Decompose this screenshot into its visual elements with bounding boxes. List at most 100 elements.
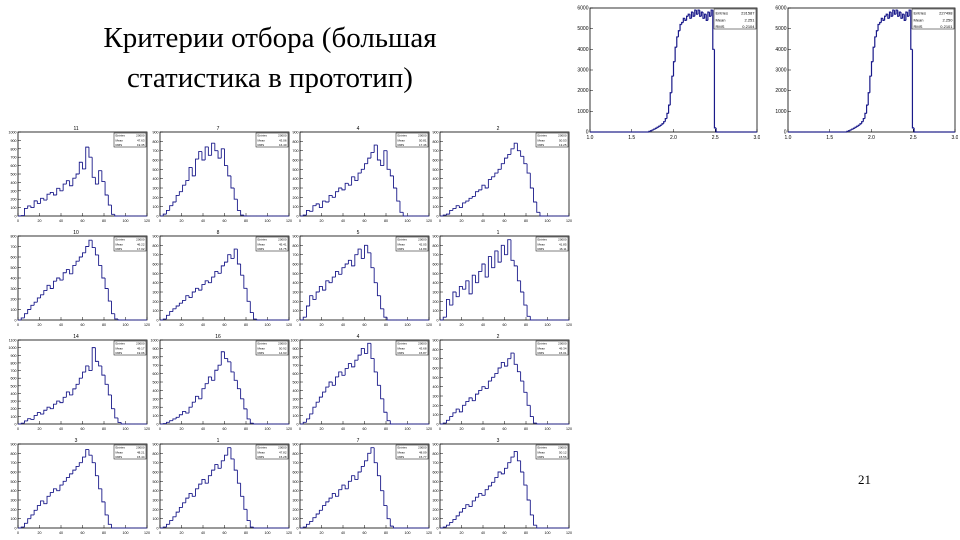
- histogram-bin: [507, 358, 511, 367]
- x-tick-label: 120: [144, 219, 150, 223]
- x-tick-label: 100: [123, 531, 129, 535]
- histogram-bin: [536, 202, 540, 213]
- histogram-bin: [175, 511, 180, 517]
- histogram-bin: [49, 492, 54, 497]
- histogram-bin: [455, 292, 460, 298]
- y-tick-label: 200: [153, 196, 159, 200]
- histogram-bin: [888, 11, 892, 19]
- histogram-bin: [227, 254, 231, 263]
- histogram-bin: [256, 319, 260, 321]
- stats-label: RMS: [258, 455, 265, 459]
- histogram-bin: [318, 285, 323, 292]
- histogram-bin: [175, 195, 180, 202]
- histogram-bin: [491, 481, 495, 486]
- stats-value: 20000: [418, 238, 427, 242]
- y-tick-label: 400: [433, 177, 439, 181]
- histogram-bin: [347, 480, 352, 489]
- y-tick-label: 100: [433, 205, 439, 209]
- x-tick-label: 100: [405, 427, 411, 431]
- y-tick-label: 2000: [775, 88, 786, 94]
- slide-title-line2: статистика в прототип): [127, 62, 413, 94]
- y-tick-label: 900: [433, 443, 439, 447]
- y-tick-label: 600: [293, 471, 299, 475]
- stats-box: [255, 340, 289, 356]
- histogram-bin: [195, 158, 199, 176]
- y-tick-label: 5000: [775, 26, 786, 32]
- histogram-bin: [185, 180, 190, 186]
- y-tick-label: 800: [153, 140, 159, 144]
- y-tick-label: 900: [153, 347, 159, 351]
- y-tick-label: 700: [11, 156, 17, 160]
- x-tick-label: 80: [384, 323, 388, 327]
- x-tick-label: 60: [81, 427, 85, 431]
- y-tick-label: 800: [433, 452, 439, 456]
- histogram-bin: [484, 386, 489, 389]
- y-tick-label: 400: [293, 389, 299, 393]
- histogram-bin: [185, 411, 190, 414]
- x-tick-label: 0: [439, 219, 441, 223]
- histogram-bin: [465, 280, 470, 290]
- histogram-bin: [367, 342, 371, 354]
- histogram-bin: [198, 151, 202, 160]
- histogram-bin: [20, 526, 25, 528]
- histogram-bin: [101, 488, 106, 503]
- y-tick-label: 500: [153, 168, 159, 172]
- histogram-bin: [107, 514, 112, 525]
- histogram-bin: [468, 397, 473, 402]
- histogram-bin: [59, 278, 64, 281]
- histogram-bin: [500, 163, 505, 170]
- x-tick-label: 60: [503, 427, 507, 431]
- plot-title: 3: [497, 438, 500, 444]
- y-tick-label: 300: [293, 499, 299, 503]
- x-tick-label: 60: [363, 531, 367, 535]
- stats-box: [113, 340, 147, 356]
- x-tick-label: 40: [481, 323, 485, 327]
- histogram-bin: [478, 389, 482, 395]
- y-tick-label: 0: [437, 319, 439, 323]
- histogram-bin: [478, 493, 482, 498]
- stats-label: RMS: [398, 351, 405, 355]
- histogram-bin: [341, 267, 346, 275]
- y-tick-label: 700: [153, 149, 159, 153]
- y-tick-label: 1000: [9, 346, 17, 350]
- histogram-bin: [468, 197, 473, 202]
- histogram-bin: [347, 259, 352, 264]
- histogram-bin: [185, 295, 190, 301]
- histogram-bin: [335, 376, 339, 386]
- histogram-bin: [318, 396, 323, 403]
- y-tick-label: 500: [153, 480, 159, 484]
- histogram-bin: [322, 505, 326, 511]
- histogram-bin: [471, 274, 476, 294]
- histogram-bin: [24, 522, 28, 528]
- histogram-bin: [539, 212, 544, 217]
- y-tick-label: 200: [11, 407, 17, 411]
- x-tick-label: 40: [341, 427, 345, 431]
- y-tick-label: 500: [11, 173, 17, 177]
- histogram-bin: [890, 12, 893, 17]
- stats-label: Entries: [258, 134, 268, 138]
- plot-title: 1: [217, 438, 220, 444]
- histogram-bin: [211, 376, 215, 381]
- y-tick-label: 400: [153, 177, 159, 181]
- histogram-bin: [533, 188, 537, 203]
- histogram-bin: [851, 128, 854, 130]
- stats-box: [113, 236, 147, 252]
- histogram-bin: [78, 377, 83, 385]
- y-tick-label: 200: [433, 508, 439, 512]
- x-tick-label: 100: [545, 323, 551, 327]
- histogram-bin: [175, 305, 180, 309]
- y-tick-label: 1100: [9, 339, 17, 343]
- y-tick-label: 4000: [775, 47, 786, 53]
- histogram-bin: [27, 309, 31, 314]
- stats-value: 42.05: [419, 242, 427, 246]
- histogram-bin: [169, 205, 173, 211]
- x-tick-label: 100: [545, 531, 551, 535]
- histogram-bin: [380, 385, 384, 400]
- x-tick-label: 100: [123, 219, 129, 223]
- y-tick-label: 200: [433, 404, 439, 408]
- histogram-bin: [20, 422, 25, 424]
- histogram-bin: [62, 183, 67, 191]
- histogram-bin: [220, 351, 225, 366]
- histogram-bin: [328, 280, 333, 284]
